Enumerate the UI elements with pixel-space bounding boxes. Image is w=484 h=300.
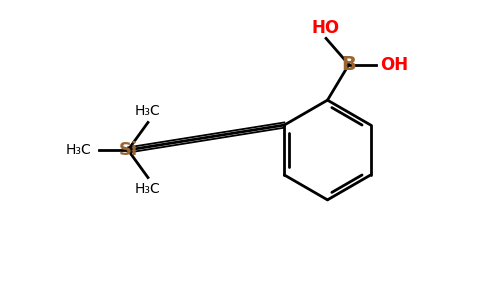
- Text: B: B: [342, 55, 356, 74]
- Text: H₃C: H₃C: [65, 143, 91, 157]
- Text: Si: Si: [119, 141, 137, 159]
- Text: H₃C: H₃C: [135, 182, 161, 197]
- Text: HO: HO: [312, 19, 340, 37]
- Text: OH: OH: [380, 56, 408, 74]
- Text: H₃C: H₃C: [135, 103, 161, 118]
